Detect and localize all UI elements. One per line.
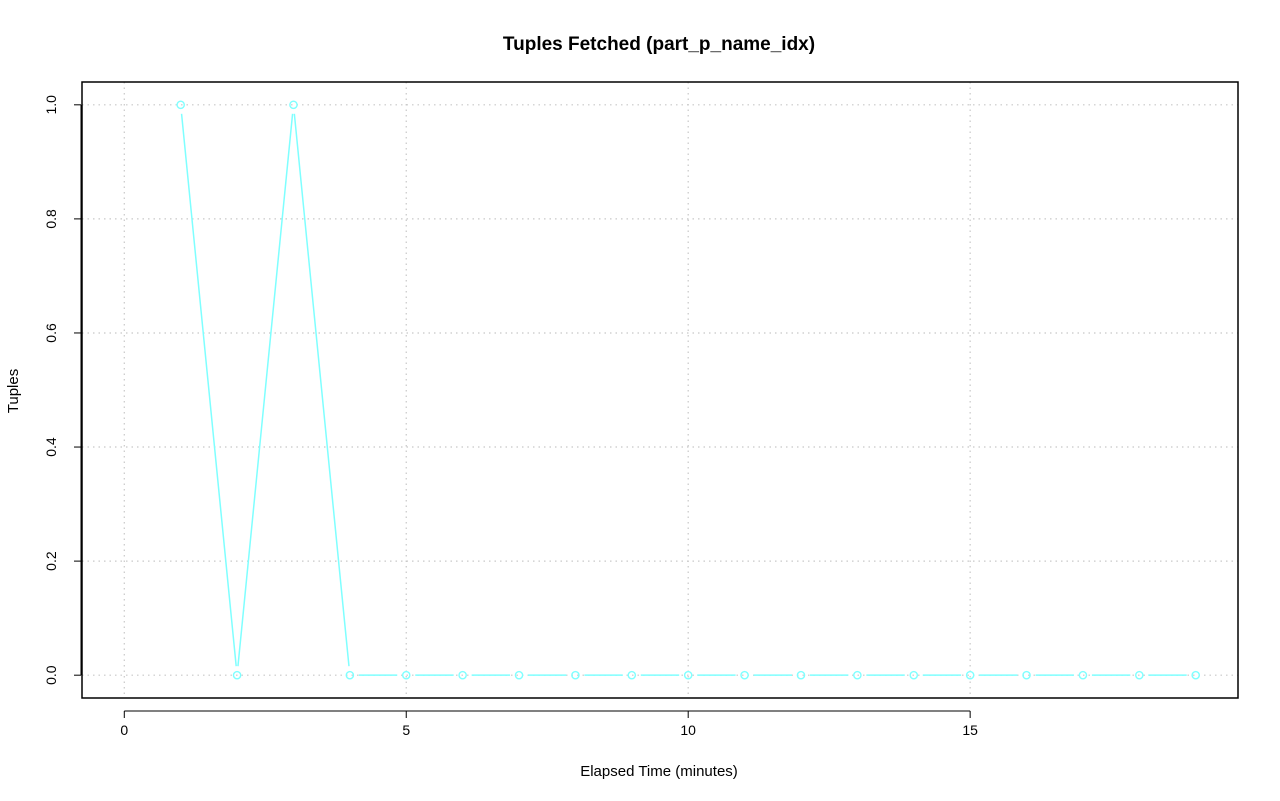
data-point bbox=[1191, 670, 1201, 680]
x-axis: 0 5 10 15 bbox=[120, 710, 978, 738]
series-0 bbox=[176, 100, 1201, 680]
data-point bbox=[1022, 670, 1031, 680]
y-axis-label: Tuples bbox=[5, 369, 22, 413]
data-point bbox=[176, 100, 185, 110]
series-line-segment bbox=[293, 113, 350, 667]
series-line-segment bbox=[180, 113, 237, 667]
x-tick-label: 15 bbox=[962, 722, 978, 738]
data-point bbox=[853, 670, 862, 680]
data-point bbox=[796, 670, 806, 680]
data-point bbox=[401, 670, 411, 680]
y-tick-label: 0.4 bbox=[43, 437, 59, 457]
plot-frame bbox=[81, 81, 1239, 699]
y-tick-label: 0.0 bbox=[43, 665, 59, 685]
data-point bbox=[1078, 670, 1088, 680]
data-point bbox=[627, 670, 637, 680]
y-tick-label: 0.6 bbox=[43, 323, 59, 343]
data-point bbox=[683, 670, 693, 680]
data-point bbox=[1135, 670, 1144, 680]
x-axis-label: Elapsed Time (minutes) bbox=[580, 763, 738, 780]
series-line-segment bbox=[237, 113, 294, 667]
chart-title: Tuples Fetched (part_p_name_idx) bbox=[503, 34, 815, 55]
series-layer bbox=[176, 100, 1201, 680]
data-point bbox=[514, 670, 524, 680]
data-point bbox=[345, 670, 355, 680]
x-tick-label: 10 bbox=[680, 722, 696, 738]
data-point bbox=[571, 670, 580, 680]
x-tick-label: 0 bbox=[120, 722, 128, 738]
data-point bbox=[232, 670, 242, 680]
data-point bbox=[909, 670, 919, 680]
data-point bbox=[458, 670, 467, 680]
y-tick-label: 0.8 bbox=[43, 209, 59, 229]
y-tick-label: 0.2 bbox=[43, 551, 59, 571]
x-tick-label: 5 bbox=[402, 722, 410, 738]
data-point bbox=[740, 670, 749, 680]
y-axis: 0.0 0.2 0.4 0.6 0.8 1.0 bbox=[43, 95, 82, 685]
data-point bbox=[965, 670, 975, 680]
data-point bbox=[289, 100, 298, 110]
y-tick-label: 1.0 bbox=[43, 95, 59, 115]
